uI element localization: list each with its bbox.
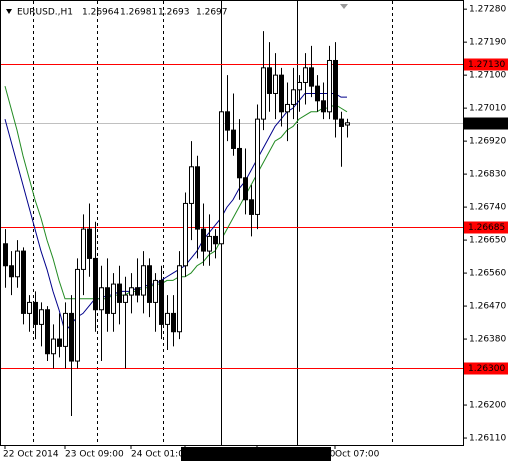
bid-label-bg — [464, 117, 508, 130]
candle-body — [333, 59, 338, 120]
candle-body — [15, 250, 20, 278]
header-close: 1.2697 — [196, 8, 228, 18]
candle-body — [327, 59, 332, 113]
candle-body — [279, 74, 284, 113]
level-label: 1.26300 — [468, 364, 505, 374]
header-open: 1.26964 — [82, 8, 119, 18]
x-tick-label: 23 Oct 09:00 — [65, 450, 124, 460]
candle-body — [291, 89, 296, 105]
candle-body — [219, 111, 224, 245]
candle-body — [267, 67, 272, 94]
y-tick-label: 1.26920 — [469, 137, 506, 147]
candle-body — [123, 294, 128, 303]
shift-marker — [340, 4, 348, 9]
candle-body — [195, 166, 200, 230]
level-label-bg — [464, 362, 508, 375]
moving-average — [4, 86, 348, 300]
candle-body — [21, 250, 26, 314]
level-label-bg — [464, 58, 508, 71]
header-high: 1.26981 — [120, 8, 157, 18]
candle-body — [243, 177, 248, 201]
candle-body — [237, 147, 242, 179]
candle-body — [201, 228, 206, 252]
candle-body — [45, 309, 50, 355]
x-tick-label: Oct 07:00 — [335, 450, 380, 460]
candle-body — [75, 268, 80, 362]
y-tick-label: 1.26380 — [469, 335, 506, 345]
y-tick-label: 1.27190 — [469, 38, 506, 48]
candle-body — [147, 265, 152, 303]
candle-body — [285, 103, 290, 113]
candle-body — [183, 202, 188, 267]
y-tick-label: 1.26740 — [469, 203, 506, 213]
candle-body — [63, 312, 68, 347]
candle-body — [141, 265, 146, 296]
candle-body — [213, 235, 218, 245]
candle-body — [315, 85, 320, 102]
candle-body — [27, 301, 32, 314]
candle-body — [33, 301, 38, 325]
candle-body — [189, 166, 194, 204]
y-tick-label: 1.27010 — [469, 104, 506, 114]
level-label: 1.26685 — [468, 223, 505, 233]
x-tick-label: 24 Oct 01:00 — [131, 450, 190, 460]
candle-body — [225, 111, 230, 131]
candle-body — [159, 279, 164, 325]
candle-body — [99, 287, 104, 311]
candle-body — [111, 283, 116, 314]
y-tick-label: 1.26560 — [469, 269, 506, 279]
candle-body — [339, 118, 344, 127]
candle-body — [345, 122, 350, 126]
candle-body — [177, 265, 182, 333]
y-tick-label: 1.27280 — [469, 5, 506, 15]
y-tick-label: 1.26200 — [469, 401, 506, 411]
candle-body — [81, 228, 86, 270]
header-low: 1.2693 — [158, 8, 190, 18]
candle-body — [3, 243, 8, 267]
level-label-bg — [464, 221, 508, 234]
candle-body — [57, 338, 62, 347]
bid-label: 1.26970 — [468, 119, 505, 129]
candle-body — [303, 67, 308, 83]
candle-body — [309, 67, 314, 87]
candle-body — [51, 338, 56, 355]
candle-body — [69, 312, 74, 362]
y-tick-label: 1.26830 — [469, 170, 506, 180]
candle-body — [207, 235, 212, 252]
level-label: 1.27130 — [468, 60, 505, 70]
x-label-bg — [253, 447, 331, 461]
menu-arrow — [6, 9, 12, 14]
candle-body — [135, 287, 140, 296]
candle-body — [171, 312, 176, 333]
x-tick-label: 2014.10.28 00:00 — [255, 450, 336, 460]
x-tick-label: 2014.10.24 23:30 — [183, 450, 264, 460]
candle-body — [297, 81, 302, 91]
candle-body — [105, 287, 110, 314]
candle-body — [153, 279, 158, 303]
candle-body — [39, 309, 44, 325]
candle-body — [129, 287, 134, 296]
plot-frame — [0, 0, 464, 446]
symbol-title: EURUSD.,H1 — [17, 8, 73, 18]
y-tick-label: 1.27100 — [469, 71, 506, 81]
candle-body — [165, 312, 170, 325]
candle-body — [321, 100, 326, 113]
candle-body — [261, 67, 266, 120]
candle-body — [9, 265, 14, 278]
candle-body — [249, 199, 254, 215]
candle-body — [93, 257, 98, 311]
y-tick-label: 1.26650 — [469, 236, 506, 246]
candle-body — [255, 118, 260, 215]
candle-body — [117, 283, 122, 303]
x-tick-label: 22 Oct 2014 — [3, 450, 59, 460]
candle-body — [231, 129, 236, 149]
x-label-bg — [181, 447, 259, 461]
candle-body — [273, 74, 278, 94]
y-tick-label: 1.26110 — [469, 434, 506, 444]
candle-body — [87, 228, 92, 259]
y-tick-label: 1.26470 — [469, 302, 506, 312]
